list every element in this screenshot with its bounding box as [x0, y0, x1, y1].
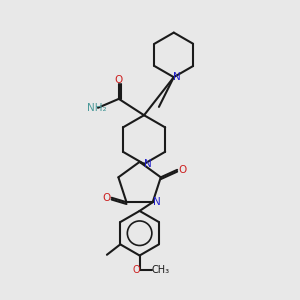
Text: O: O — [178, 165, 187, 175]
Text: N: N — [173, 72, 181, 82]
Text: N: N — [153, 197, 161, 207]
Text: O: O — [102, 193, 110, 203]
Text: NH₂: NH₂ — [87, 103, 106, 113]
Text: O: O — [132, 266, 140, 275]
Text: CH₃: CH₃ — [151, 266, 169, 275]
Text: N: N — [144, 159, 152, 169]
Text: O: O — [115, 76, 123, 85]
